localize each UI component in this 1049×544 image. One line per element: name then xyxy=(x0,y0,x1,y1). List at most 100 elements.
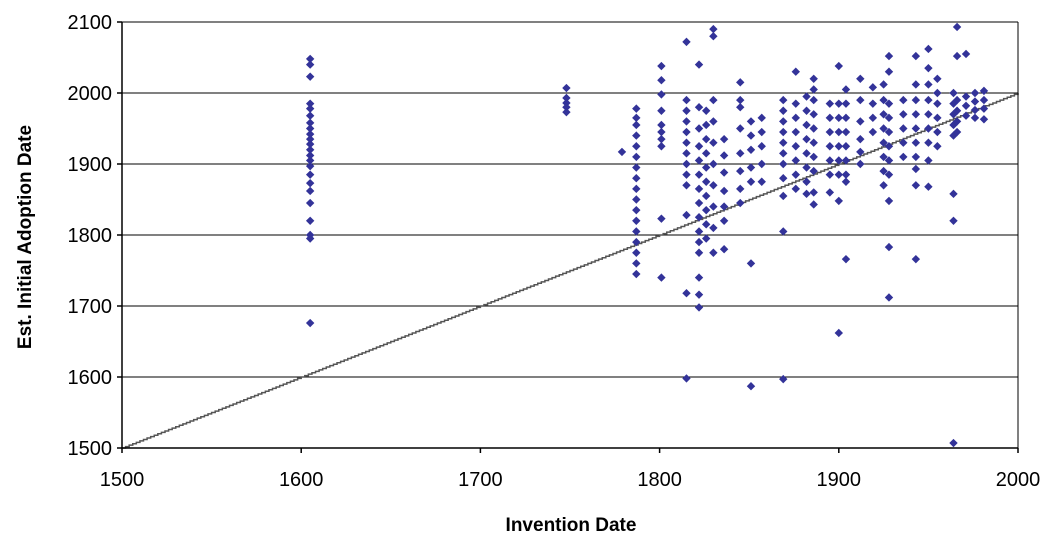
data-point xyxy=(841,99,851,108)
data-point xyxy=(825,170,835,179)
data-point xyxy=(709,223,718,233)
data-point xyxy=(899,110,908,119)
data-point xyxy=(709,248,718,257)
data-point xyxy=(657,134,666,144)
data-point xyxy=(884,170,894,179)
data-point xyxy=(884,113,894,123)
data-point xyxy=(657,127,666,137)
data-point xyxy=(809,200,818,209)
data-point xyxy=(841,113,851,123)
data-point xyxy=(841,170,851,179)
data-point xyxy=(802,149,811,158)
data-point xyxy=(809,188,818,197)
data-point xyxy=(825,142,835,151)
y-tick-label: 1700 xyxy=(68,296,113,318)
data-point xyxy=(694,303,704,312)
data-point xyxy=(952,117,962,126)
data-point xyxy=(694,248,704,257)
data-point xyxy=(933,142,942,151)
data-point xyxy=(305,129,315,139)
data-point xyxy=(924,110,933,119)
data-point xyxy=(657,61,666,71)
y-axis-title: Est. Initial Adoption Date xyxy=(15,125,36,349)
x-tick-label: 1900 xyxy=(817,469,862,491)
data-point xyxy=(979,86,989,96)
data-point xyxy=(305,99,315,108)
data-point xyxy=(949,189,958,199)
data-point xyxy=(694,237,704,247)
data-point xyxy=(632,104,641,113)
data-point xyxy=(791,67,800,76)
data-point xyxy=(802,106,811,115)
plot-frame xyxy=(117,21,1019,453)
data-point xyxy=(757,142,766,151)
data-point xyxy=(562,93,571,103)
data-point xyxy=(979,104,989,113)
data-point xyxy=(701,120,711,130)
data-point xyxy=(841,127,851,137)
data-point xyxy=(884,196,894,206)
data-point xyxy=(779,227,788,236)
data-point xyxy=(949,131,958,140)
data-point xyxy=(709,202,718,211)
data-point xyxy=(924,138,933,147)
data-point xyxy=(924,182,933,191)
data-point xyxy=(305,216,315,225)
data-point xyxy=(562,103,571,112)
data-point xyxy=(779,117,788,126)
data-point xyxy=(911,152,921,162)
data-point xyxy=(884,142,894,151)
data-point xyxy=(701,191,711,201)
data-point xyxy=(868,113,878,123)
data-point xyxy=(736,166,745,176)
data-point xyxy=(305,60,315,69)
data-point xyxy=(305,104,315,113)
data-point xyxy=(682,95,691,105)
reference-line-group xyxy=(122,93,1019,449)
data-point xyxy=(305,178,315,188)
data-point xyxy=(709,117,718,126)
data-point xyxy=(305,124,315,133)
data-point xyxy=(779,191,788,201)
data-point xyxy=(736,184,745,194)
data-point xyxy=(694,213,704,222)
data-point xyxy=(305,170,315,179)
data-point xyxy=(632,120,641,130)
data-point xyxy=(682,149,691,158)
data-point xyxy=(632,174,641,183)
data-point xyxy=(868,99,878,108)
x-tick-label: 1600 xyxy=(279,469,324,491)
data-point xyxy=(856,117,865,126)
data-point xyxy=(682,210,691,220)
data-point xyxy=(719,202,729,211)
data-point xyxy=(979,95,989,105)
data-point xyxy=(952,95,962,105)
data-point xyxy=(719,151,729,160)
data-point xyxy=(701,205,711,215)
data-point xyxy=(657,142,666,151)
data-point xyxy=(802,92,811,101)
data-point xyxy=(305,111,315,120)
data-point xyxy=(746,163,756,172)
data-point xyxy=(868,127,878,137)
data-point xyxy=(911,164,921,174)
y-tick-label: 1900 xyxy=(68,154,113,176)
data-point xyxy=(562,83,571,93)
data-point xyxy=(856,74,865,83)
data-point xyxy=(657,214,666,223)
data-point xyxy=(825,99,835,108)
data-point xyxy=(961,101,971,110)
data-point xyxy=(825,113,835,123)
data-point xyxy=(694,170,704,179)
data-point xyxy=(809,74,818,83)
data-point xyxy=(694,60,704,69)
data-point xyxy=(884,99,894,108)
data-point xyxy=(809,124,818,133)
data-point xyxy=(825,156,835,165)
data-point xyxy=(802,163,811,172)
data-point xyxy=(791,127,800,137)
data-point xyxy=(779,106,788,115)
data-point xyxy=(632,184,641,194)
x-tick-label: 1800 xyxy=(637,469,682,491)
